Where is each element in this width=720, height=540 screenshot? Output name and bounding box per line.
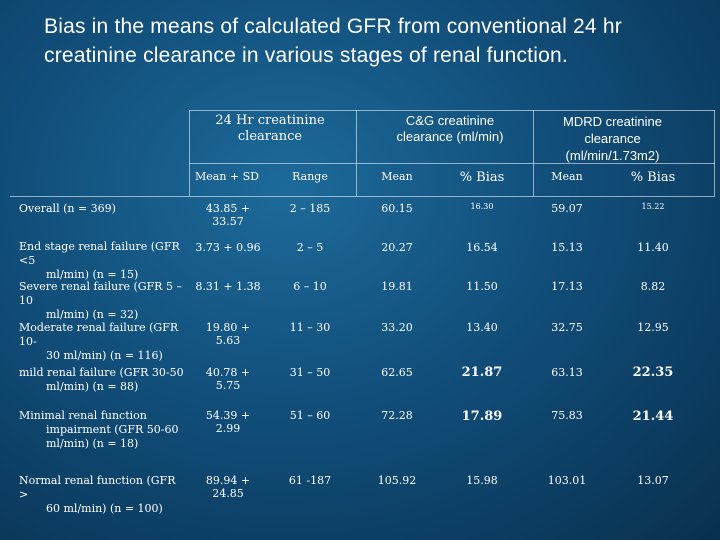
cell-cg-bias: 16.30	[470, 202, 494, 211]
table-top-border	[189, 110, 715, 111]
subheader-divider	[10, 196, 715, 197]
cell-cg-mean: 60.15	[381, 202, 413, 215]
cell-cg-mean: 20.27	[381, 241, 413, 254]
cell-cg-mean: 33.20	[381, 321, 413, 334]
header-24hr-clearance: 24 Hr creatinine clearance	[215, 113, 325, 144]
cell-cg-bias: 21.87	[461, 365, 503, 380]
cell-mean-sd: 3.73 + 0.96	[195, 241, 261, 254]
cell-mean-sd: 54.39 + 2.99	[205, 409, 251, 435]
subheader-cg-bias: % Bias	[459, 170, 505, 185]
table-left-border	[189, 110, 190, 196]
row-label-moderate: Moderate renal failure (GFR 10- 30 ml/mi…	[19, 321, 179, 362]
cell-mdrd-mean: 15.13	[551, 241, 583, 254]
cell-range: 11 – 30	[289, 321, 331, 334]
cell-cg-bias: 17.89	[461, 409, 503, 424]
cell-mdrd-mean: 17.13	[551, 280, 583, 293]
cell-mean-sd: 40.78 + 5.75	[205, 366, 251, 392]
row-label-minimal: Minimal renal function impairment (GFR 5…	[19, 409, 179, 450]
cell-range: 2 – 5	[296, 241, 324, 254]
subheader-mdrd-mean: Mean	[551, 170, 583, 183]
cell-cg-mean: 72.28	[381, 409, 413, 422]
cell-mdrd-mean: 75.83	[551, 409, 583, 422]
group-divider-1	[356, 110, 357, 196]
group-divider-2	[533, 110, 534, 196]
cell-range: 61 -187	[288, 474, 332, 487]
cell-cg-bias: 11.50	[466, 280, 498, 293]
row-label-mild: mild renal failure (GFR 30-50 ml/min) (n…	[19, 366, 184, 393]
row-label-severe: Severe renal failure (GFR 5 – 10 ml/min)…	[19, 280, 182, 321]
slide-title: Bias in the means of calculated GFR from…	[44, 15, 622, 67]
cell-mdrd-bias: 11.40	[637, 241, 669, 254]
cell-cg-bias: 13.40	[466, 321, 498, 334]
cell-mean-sd: 89.94 + 24.85	[205, 474, 251, 500]
cell-cg-mean: 62.65	[381, 366, 413, 379]
cell-range: 2 – 185	[289, 202, 331, 215]
cell-mdrd-bias: 12.95	[637, 321, 669, 334]
row-label-overall: Overall (n = 369)	[19, 202, 116, 215]
header-divider	[189, 163, 715, 164]
cell-cg-bias: 16.54	[466, 241, 498, 254]
cell-cg-mean: 19.81	[381, 280, 413, 293]
cell-mdrd-bias: 22.35	[632, 365, 674, 380]
row-label-normal: Normal renal function (GFR > 60 ml/min) …	[19, 474, 176, 515]
cell-range: 51 – 60	[289, 409, 331, 422]
cell-mdrd-bias: 13.07	[637, 474, 669, 487]
cell-range: 31 – 50	[289, 366, 331, 379]
cell-mdrd-mean: 63.13	[551, 366, 583, 379]
cell-mdrd-mean: 32.75	[551, 321, 583, 334]
cell-mean-sd: 43.85 + 33.57	[205, 202, 251, 228]
row-label-end-stage: End stage renal failure (GFR <5 ml/min) …	[19, 240, 180, 281]
cell-cg-mean: 105.92	[377, 474, 417, 487]
cell-mean-sd: 8.31 + 1.38	[195, 280, 261, 293]
cell-mdrd-mean: 59.07	[551, 202, 583, 215]
cell-mean-sd: 19.80 + 5.63	[205, 321, 251, 347]
cell-cg-bias: 15.98	[466, 474, 498, 487]
subheader-mean-sd: Mean + SD	[195, 170, 259, 183]
cell-mdrd-bias: 15.22	[641, 202, 665, 211]
subheader-range: Range	[292, 170, 328, 183]
header-mdrd-clearance: MDRD creatinine clearance (ml/min/1.73m2…	[563, 114, 662, 163]
cell-range: 6 – 10	[293, 280, 327, 293]
cell-mdrd-bias: 21.44	[632, 409, 674, 424]
cell-mdrd-mean: 103.01	[547, 474, 587, 487]
table-right-border	[714, 110, 715, 196]
cell-mdrd-bias: 8.82	[640, 280, 666, 293]
header-cg-clearance: C&G creatinine clearance (ml/min)	[396, 113, 504, 144]
subheader-cg-mean: Mean	[381, 170, 413, 183]
subheader-mdrd-bias: % Bias	[630, 170, 676, 185]
